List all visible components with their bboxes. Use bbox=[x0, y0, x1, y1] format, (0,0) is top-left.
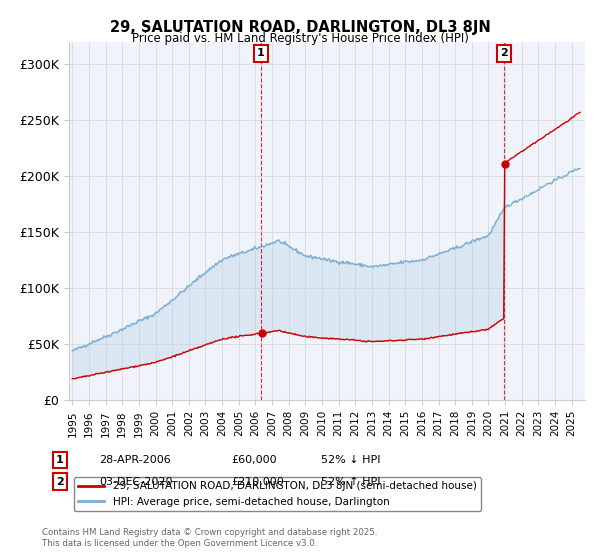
Text: 03-DEC-2020: 03-DEC-2020 bbox=[99, 477, 173, 487]
Text: 28-APR-2006: 28-APR-2006 bbox=[99, 455, 171, 465]
Legend: 29, SALUTATION ROAD, DARLINGTON, DL3 8JN (semi-detached house), HPI: Average pri: 29, SALUTATION ROAD, DARLINGTON, DL3 8JN… bbox=[74, 477, 481, 511]
Text: 2: 2 bbox=[56, 477, 64, 487]
Text: 1: 1 bbox=[257, 48, 265, 58]
Text: Contains HM Land Registry data © Crown copyright and database right 2025.
This d: Contains HM Land Registry data © Crown c… bbox=[42, 528, 377, 548]
Text: £210,000: £210,000 bbox=[231, 477, 284, 487]
Text: £60,000: £60,000 bbox=[231, 455, 277, 465]
Text: 52% ↓ HPI: 52% ↓ HPI bbox=[321, 455, 380, 465]
Text: 52% ↑ HPI: 52% ↑ HPI bbox=[321, 477, 380, 487]
Text: Price paid vs. HM Land Registry's House Price Index (HPI): Price paid vs. HM Land Registry's House … bbox=[131, 32, 469, 45]
Text: 2: 2 bbox=[500, 48, 508, 58]
Text: 29, SALUTATION ROAD, DARLINGTON, DL3 8JN: 29, SALUTATION ROAD, DARLINGTON, DL3 8JN bbox=[110, 20, 490, 35]
Text: 1: 1 bbox=[56, 455, 64, 465]
